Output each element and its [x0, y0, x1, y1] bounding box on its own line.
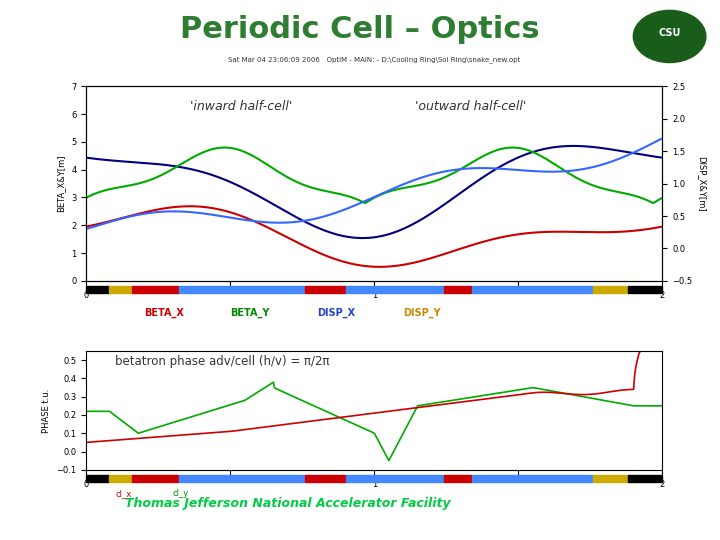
Line: DISP_Y_red: DISP_Y_red — [86, 206, 662, 267]
Text: BETA_X: BETA_X — [144, 308, 184, 318]
Bar — [305, 286, 346, 293]
BETA_X_blue — [358, 235, 366, 241]
BETA_X_blue — [310, 223, 319, 230]
Text: Lecture Θ – Coupled Betatron Motion Π: Lecture Θ – Coupled Betatron Motion Π — [235, 523, 399, 532]
BETA_Y_green — [508, 144, 516, 151]
Bar — [593, 475, 628, 482]
Text: DISP_Y: DISP_Y — [403, 308, 441, 318]
DISP_Y_red — [500, 233, 509, 240]
BETA_Y_green — [82, 194, 91, 201]
Bar — [86, 286, 109, 293]
Bar — [86, 475, 109, 482]
Bar — [346, 475, 444, 482]
Text: DISP_X: DISP_X — [317, 308, 355, 318]
BETA_Y_green — [310, 185, 319, 192]
Bar — [132, 475, 179, 482]
Bar — [472, 475, 593, 482]
DISP_Y_red — [503, 233, 512, 239]
DISP_Y_red — [186, 203, 194, 210]
Text: Thomas Jefferson National Accelerator Facility: Thomas Jefferson National Accelerator Fa… — [125, 497, 451, 510]
Y-axis label: BETA_X&Y[m]: BETA_X&Y[m] — [57, 155, 66, 212]
Text: 'outward half-cell': 'outward half-cell' — [415, 100, 526, 113]
Bar — [109, 475, 132, 482]
BETA_X_blue — [82, 154, 91, 161]
Text: Periodic Cell – Optics: Periodic Cell – Optics — [180, 15, 540, 44]
Bar — [444, 475, 472, 482]
BETA_Y_green — [361, 200, 369, 206]
Bar — [444, 286, 472, 293]
DISP_Y_red — [271, 228, 280, 234]
BETA_X_blue — [502, 160, 510, 166]
Bar — [132, 286, 179, 293]
Text: Jefferson Lab: Jefferson Lab — [14, 497, 118, 510]
Bar — [593, 286, 628, 293]
Bar — [472, 286, 593, 293]
BETA_X_blue — [499, 161, 508, 168]
BETA_Y_green — [446, 172, 454, 178]
Line: BETA_X_blue: BETA_X_blue — [86, 146, 662, 238]
Bar — [179, 475, 305, 482]
DISP_Y_red — [82, 224, 91, 230]
BETA_Y_green — [658, 194, 667, 201]
Text: betatron phase adv/cell (h/v) = π/2π: betatron phase adv/cell (h/v) = π/2π — [115, 355, 330, 368]
Text: Operated by JSA for the J.S. Department of Energy: Operated by JSA for the J.S. Department … — [14, 523, 207, 532]
Text: 'inward half-cell': 'inward half-cell' — [190, 100, 292, 113]
Text: Sat Mar 04 23:06:09 2006   OptiM - MAIN: - D:\Cooling Ring\Sol Ring\snake_new.op: Sat Mar 04 23:06:09 2006 OptiM - MAIN: -… — [228, 56, 521, 63]
Y-axis label: PHASE t.u.: PHASE t.u. — [42, 388, 51, 433]
DISP_Y_red — [151, 207, 160, 213]
BETA_X_blue — [270, 201, 279, 208]
BETA_Y_green — [151, 174, 160, 181]
Bar — [109, 286, 132, 293]
Bar — [628, 475, 662, 482]
BETA_X_blue — [151, 161, 160, 167]
Bar — [628, 286, 662, 293]
BETA_Y_green — [270, 166, 279, 172]
DISP_Y_red — [312, 248, 320, 255]
BETA_X_blue — [569, 143, 577, 149]
BETA_Y_green — [499, 145, 508, 152]
Text: BETA_Y: BETA_Y — [230, 308, 270, 318]
DISP_Y_red — [375, 264, 384, 270]
Text: USPAS, Fort Collins, CO, June 13-24, 2016: USPAS, Fort Collins, CO, June 13-24, 201… — [518, 523, 692, 532]
Bar — [305, 475, 346, 482]
Line: BETA_Y_green: BETA_Y_green — [86, 147, 662, 203]
Circle shape — [634, 10, 706, 63]
Text: cl_y: cl_y — [173, 489, 189, 498]
DISP_Y_red — [658, 224, 667, 230]
BETA_X_blue — [446, 197, 454, 204]
Y-axis label: DISP_X&Y[m]: DISP_X&Y[m] — [697, 156, 706, 212]
Text: 24: 24 — [683, 523, 698, 533]
Text: cl_x: cl_x — [115, 489, 132, 498]
BETA_Y_green — [502, 145, 510, 151]
Text: CSU: CSU — [658, 28, 681, 38]
BETA_X_blue — [658, 154, 667, 161]
Bar — [346, 286, 444, 293]
DISP_Y_red — [447, 248, 456, 255]
Bar — [179, 286, 305, 293]
